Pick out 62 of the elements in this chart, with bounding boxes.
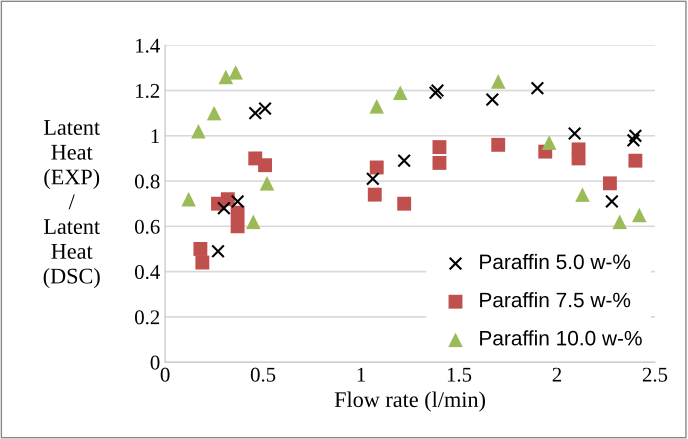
point xyxy=(258,158,272,172)
y-tick-label: 0.4 xyxy=(135,264,160,280)
point xyxy=(218,70,234,84)
point xyxy=(397,196,412,211)
point xyxy=(181,192,196,206)
y-tick-label: 0.6 xyxy=(135,220,160,234)
point xyxy=(632,208,647,222)
point xyxy=(260,176,274,191)
point xyxy=(258,102,272,116)
legend-label: Paraffin 10.0 w-% xyxy=(480,330,642,346)
y-tick-label: 0 xyxy=(150,356,160,370)
point xyxy=(432,140,446,154)
point xyxy=(211,244,225,258)
point xyxy=(612,214,627,230)
y-tick-label: 0.8 xyxy=(135,174,160,189)
x-axis-title: Flow rate (l/min) xyxy=(334,391,485,412)
point xyxy=(230,194,244,208)
legend-label: Paraffin 5.0 w-% xyxy=(480,254,630,270)
point xyxy=(605,194,619,208)
point xyxy=(368,188,382,202)
legend-label: Paraffin 7.5 w-% xyxy=(480,292,630,308)
x-tick-label: 1 xyxy=(358,368,366,382)
point xyxy=(572,151,586,166)
x-tick-label: 0.5 xyxy=(250,368,276,382)
y-axis-title: Latent Heat (EXP) / Latent Heat (DSC) xyxy=(44,120,100,288)
x-tick-label: 2 xyxy=(552,368,562,382)
point xyxy=(191,124,206,139)
point xyxy=(628,128,642,143)
point xyxy=(530,81,544,96)
point xyxy=(568,126,582,140)
point xyxy=(369,99,384,114)
point xyxy=(248,106,262,120)
point xyxy=(628,154,642,168)
point xyxy=(491,138,506,152)
point xyxy=(626,133,640,148)
point xyxy=(193,242,208,256)
point xyxy=(432,156,446,170)
x-tick-label: 0 xyxy=(160,368,170,382)
point xyxy=(217,201,231,216)
point xyxy=(230,219,245,234)
point xyxy=(366,172,380,186)
point xyxy=(542,135,556,150)
y-tick-label: 1.4 xyxy=(136,38,160,53)
point xyxy=(490,74,506,89)
y-tick-label: 1 xyxy=(152,129,160,144)
point xyxy=(230,206,245,220)
x-tick-label: 2.5 xyxy=(642,368,668,382)
point xyxy=(428,86,442,100)
point xyxy=(370,160,384,174)
point xyxy=(206,106,222,120)
point xyxy=(575,187,590,202)
point xyxy=(602,176,617,190)
y-tick-label: 1.2 xyxy=(136,84,160,98)
y-tick-label: 0.2 xyxy=(135,310,160,324)
x-tick-label: 1.5 xyxy=(448,368,472,382)
point xyxy=(397,154,412,168)
point xyxy=(246,214,261,230)
point xyxy=(392,85,408,100)
point xyxy=(195,256,210,270)
point xyxy=(485,92,500,106)
point xyxy=(228,65,243,80)
point xyxy=(430,84,444,98)
